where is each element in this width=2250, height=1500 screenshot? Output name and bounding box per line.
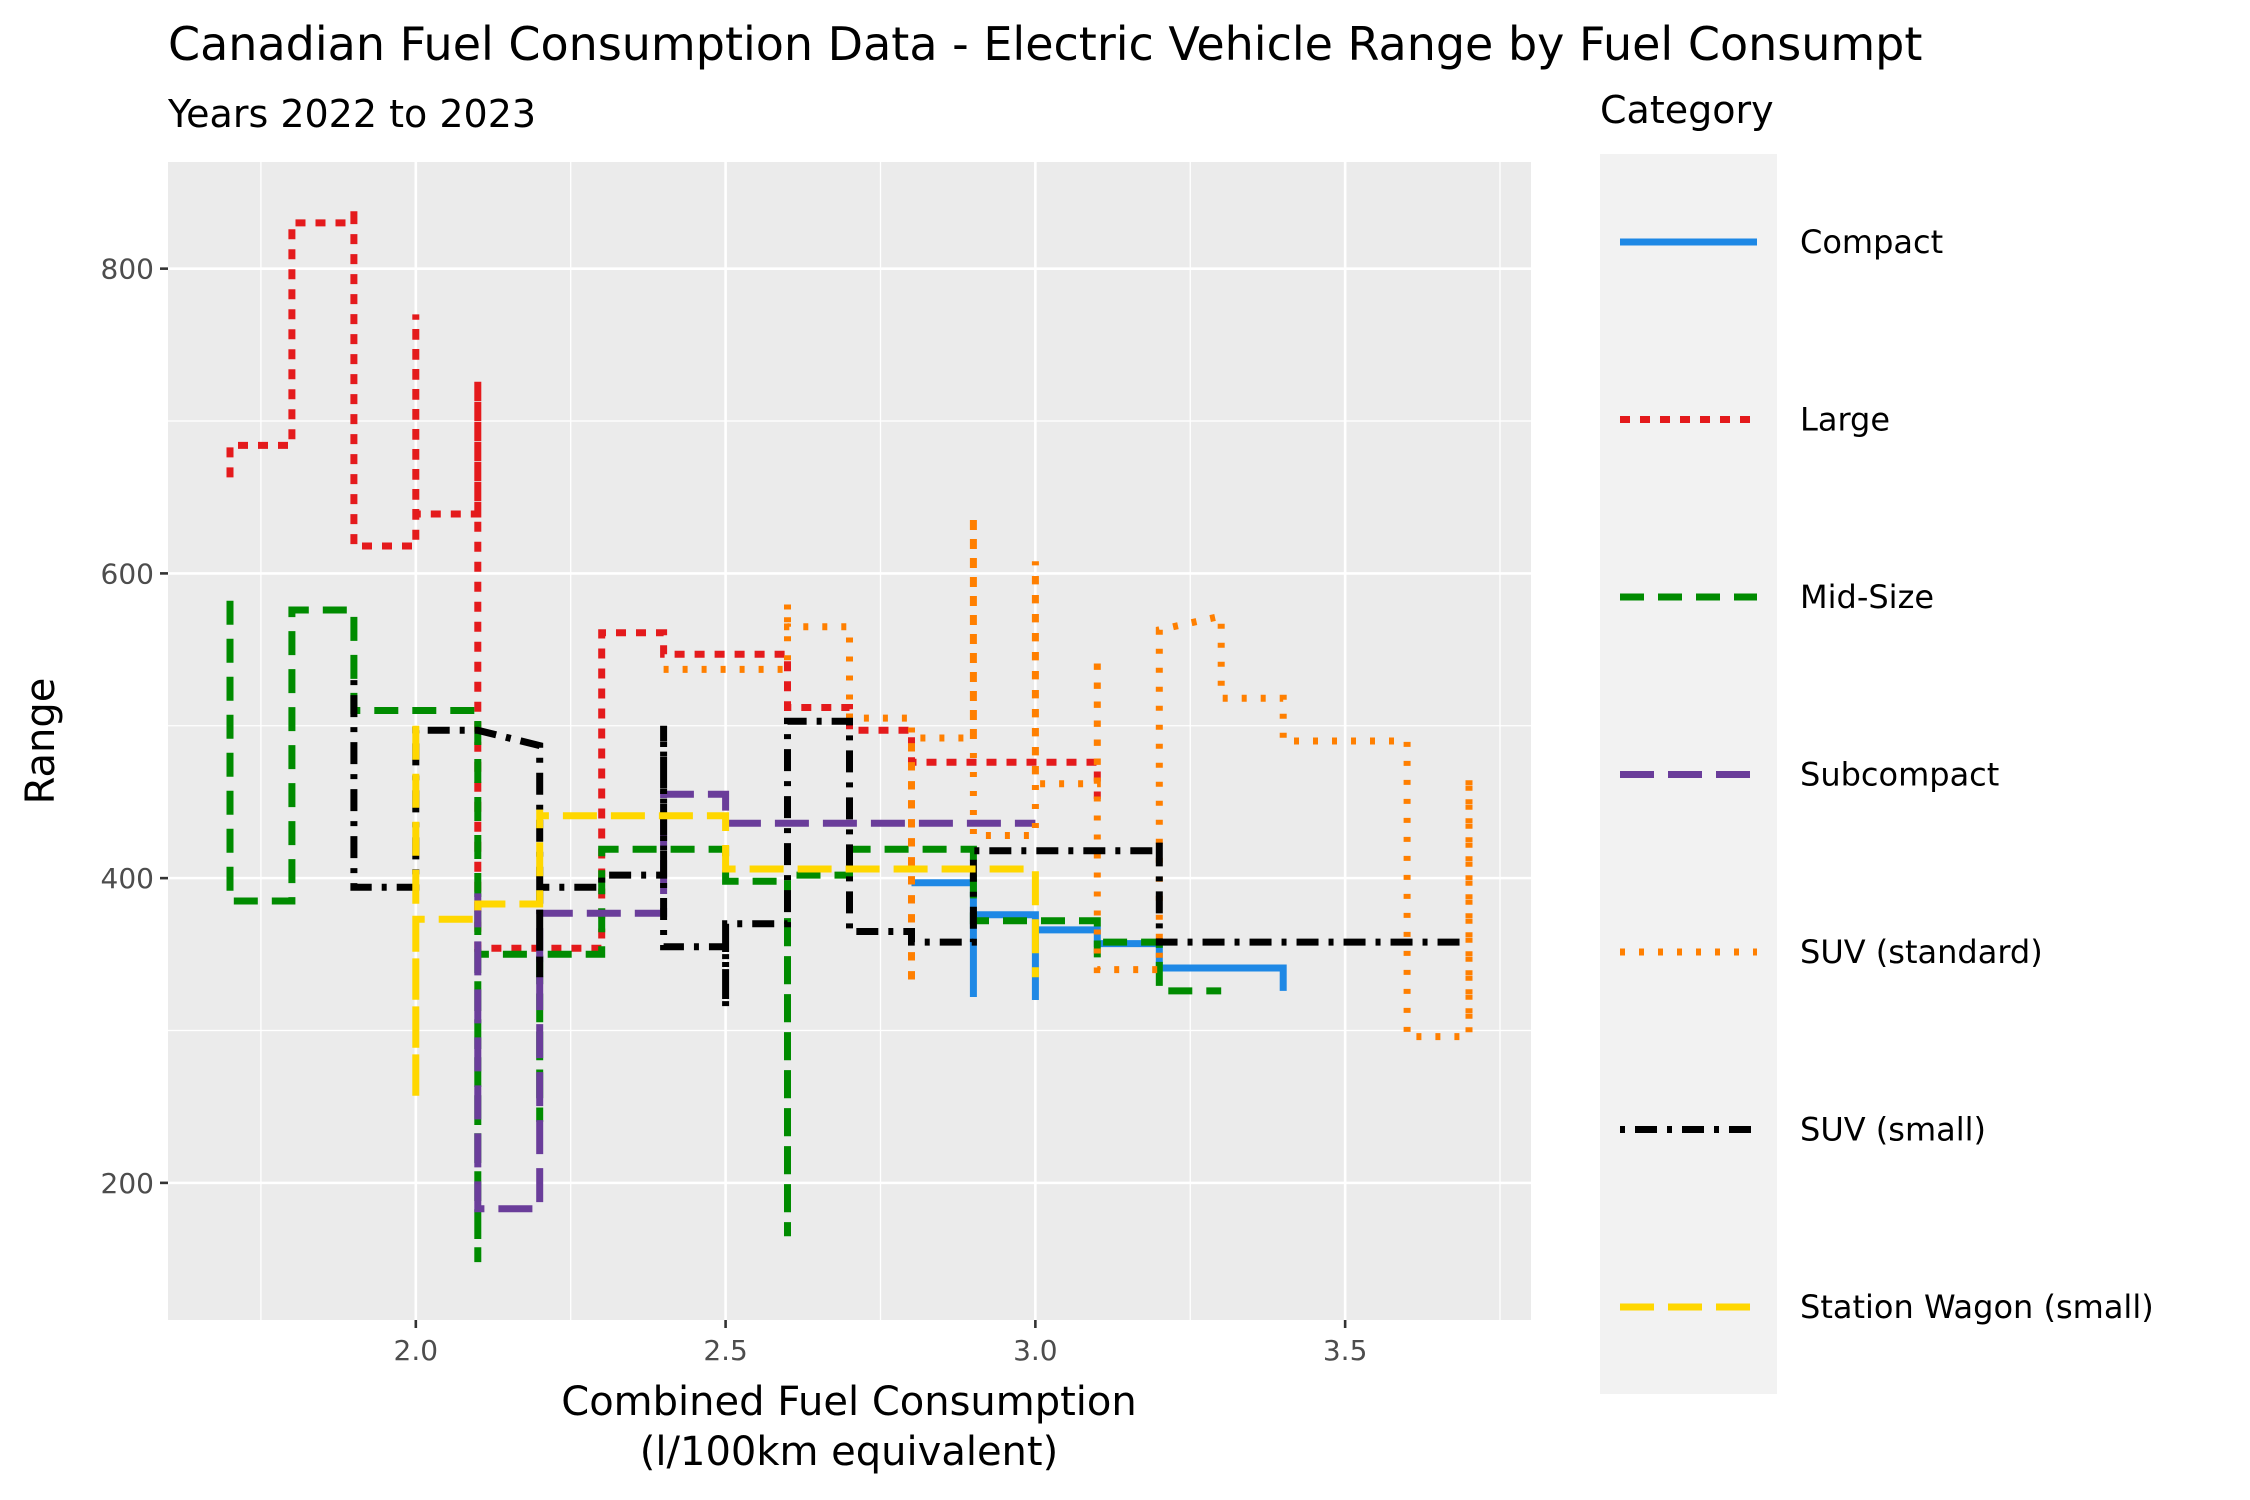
x-tick-label: 3.5 (1323, 1334, 1368, 1367)
legend-title: Category (1600, 88, 1774, 132)
legend-label-compact: Compact (1800, 223, 1943, 261)
plot-panel (168, 162, 1531, 1320)
x-axis-title-line1: Combined Fuel Consumption (561, 1379, 1136, 1425)
x-axis-ticks: 2.0 2.5 3.0 3.5 (394, 1320, 1368, 1367)
legend: Compact Large Mid-Size Subcompact SUV (stand… (1620, 223, 2154, 1326)
x-tick-label: 2.5 (703, 1334, 748, 1367)
y-tick-label: 200 (101, 1167, 154, 1200)
y-axis-ticks: 200 400 600 800 (101, 253, 168, 1200)
series-lines (226, 207, 1473, 1263)
legend-label-large: Large (1800, 401, 1890, 439)
legend-label-suv-small: SUV (small) (1800, 1111, 1986, 1149)
legend-label-suv-standard: SUV (standard) (1800, 933, 2043, 971)
x-tick-label: 3.0 (1013, 1334, 1058, 1367)
y-axis-title: Range (18, 678, 64, 805)
legend-label-station-wagon-small: Station Wagon (small) (1800, 1288, 2154, 1326)
legend-label-mid-size: Mid-Size (1800, 578, 1934, 616)
y-tick-label: 800 (101, 253, 154, 286)
y-tick-label: 600 (101, 557, 154, 590)
x-axis-title-line2: (l/100km equivalent) (640, 1429, 1058, 1475)
chart-subtitle: Years 2022 to 2023 (167, 92, 536, 136)
chart-title: Canadian Fuel Consumption Data - Electri… (168, 17, 1922, 71)
series-line-station-wagon-small (412, 725, 1039, 1100)
y-tick-label: 400 (101, 862, 154, 895)
series-line-suv-small (350, 680, 1469, 1008)
series-line-subcompact (474, 790, 1036, 1213)
legend-label-subcompact: Subcompact (1800, 756, 1999, 794)
x-tick-label: 2.0 (394, 1334, 439, 1367)
